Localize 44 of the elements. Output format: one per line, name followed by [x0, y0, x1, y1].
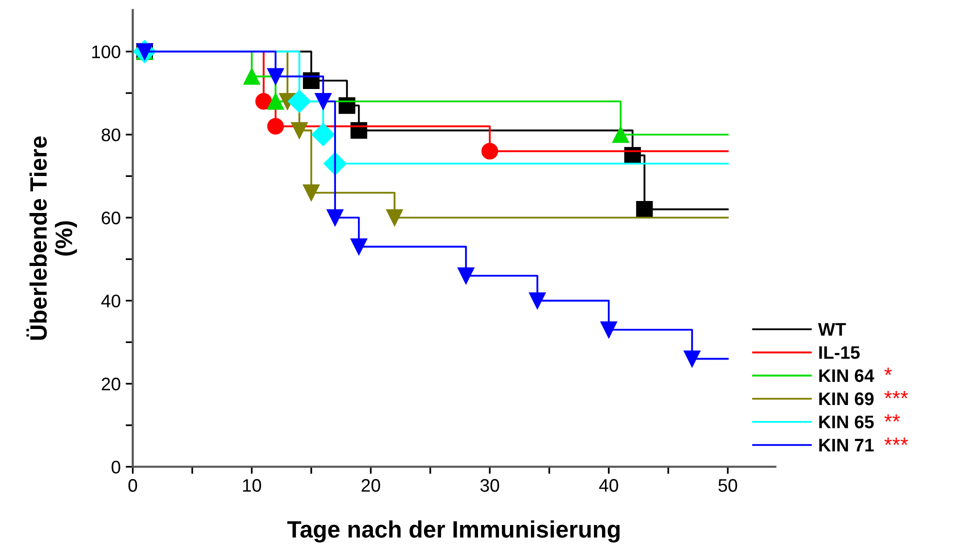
x-axis-title: Tage nach der Immunisierung [287, 520, 620, 543]
point [314, 93, 332, 110]
point [312, 123, 335, 146]
point [350, 238, 368, 256]
text: *** [884, 391, 908, 398]
text: * [884, 368, 892, 375]
y-axis-title: Überlebende Tiere (%) [26, 136, 77, 340]
point [684, 350, 700, 368]
y-tick-label: 0 [112, 460, 120, 474]
point [326, 209, 344, 226]
x-tick-label: 50 [718, 479, 738, 492]
y-tick-label: 40 [101, 294, 120, 308]
point [529, 292, 546, 310]
legend-label: KIN 64 [819, 369, 874, 382]
legend-label: IL-15 [819, 346, 860, 359]
point [386, 209, 403, 226]
point [481, 142, 498, 160]
text: *** [884, 438, 908, 445]
x-tick-label: 0 [128, 479, 138, 492]
point [288, 90, 311, 113]
y-tick-label: 100 [92, 45, 120, 58]
legend-label: KIN 65 [819, 416, 874, 428]
x-tick-label: 40 [599, 479, 618, 492]
point [302, 184, 320, 202]
point [291, 122, 308, 139]
point [243, 68, 260, 85]
y-tick-label: 20 [102, 378, 120, 390]
point [255, 93, 272, 110]
point [612, 126, 629, 143]
legend-label: WT [818, 323, 846, 336]
y-tick-label: 80 [102, 128, 120, 142]
y-tick-label: 60 [102, 212, 120, 224]
x-tick-label: 20 [362, 479, 380, 492]
point [267, 68, 284, 85]
point [600, 321, 618, 338]
point [267, 93, 284, 110]
text: ** [884, 414, 900, 422]
x-tick-label: 10 [243, 479, 262, 492]
point [458, 267, 474, 284]
legend-label: KIN 71 [819, 438, 874, 452]
point [636, 200, 653, 218]
x-tick-label: 30 [480, 479, 500, 492]
legend-label: KIN 69 [819, 392, 874, 406]
point [267, 118, 284, 135]
